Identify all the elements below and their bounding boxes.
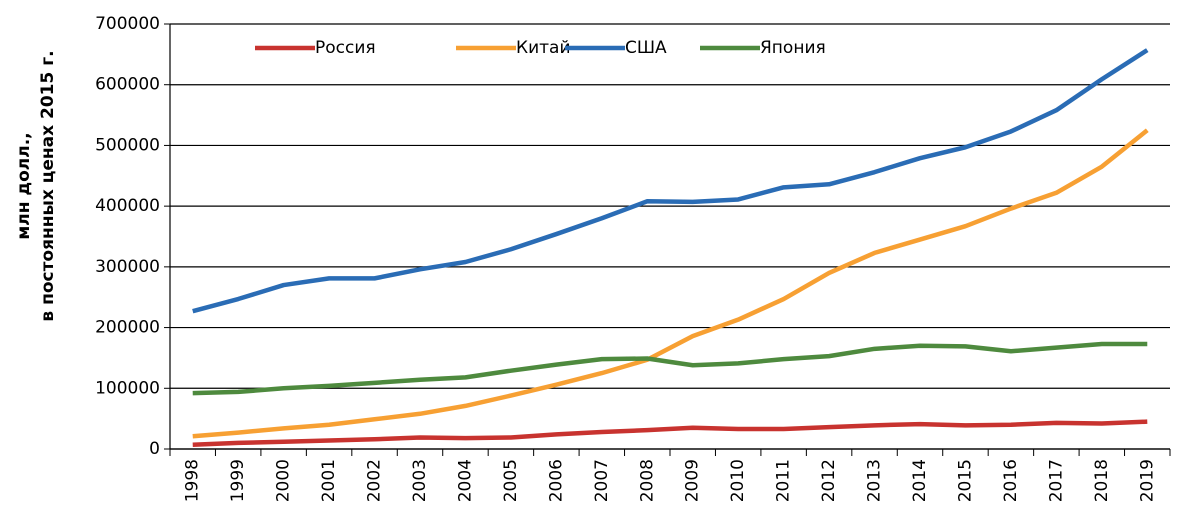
x-tick-label: 2010 [728,459,748,502]
x-tick-label: 2006 [546,459,566,502]
legend-label: Россия [315,38,376,58]
series-line [192,48,1149,314]
legend-label: Япония [760,38,826,58]
y-tick-label: 600000 [95,75,160,95]
series-line [192,419,1148,447]
x-tick-label: 2016 [1001,459,1021,502]
y-tick-label: 400000 [95,196,160,216]
x-tick-label: 2000 [274,459,294,502]
x-tick-label: 2003 [410,459,430,502]
x-tick-label: 2001 [319,459,339,502]
x-tick-label: 2007 [592,459,612,502]
x-tick-label: 2012 [819,459,839,502]
x-tick-label: 2019 [1137,459,1157,502]
series-line [192,341,1148,396]
legend-label: Китай [516,38,571,58]
y-tick-label: 300000 [95,257,160,277]
x-tick-label: 2004 [455,459,475,502]
x-tick-label: 2002 [365,459,385,502]
x-tick-label: 1999 [228,459,248,502]
y-axis-label: млн долл., [14,132,34,239]
x-tick-label: 2015 [955,459,975,502]
series-line [192,128,1149,439]
y-tick-label: 700000 [95,14,160,34]
x-tick-label: 2009 [683,459,703,502]
y-tick-label: 200000 [95,318,160,338]
y-tick-label: 100000 [95,378,160,398]
x-tick-label: 2005 [501,459,521,502]
legend-label: США [625,38,667,58]
x-tick-label: 2014 [910,459,930,502]
x-tick-label: 2011 [774,459,794,502]
x-tick-label: 2008 [637,459,657,502]
x-tick-label: 2017 [1046,459,1066,502]
y-tick-label: 0 [149,439,160,459]
x-tick-label: 2018 [1092,459,1112,502]
y-tick-label: 500000 [95,135,160,155]
x-tick-label: 2013 [865,459,885,502]
x-tick-label: 1998 [183,459,203,502]
y-axis-label: в постоянных ценах 2015 г. [38,50,58,321]
